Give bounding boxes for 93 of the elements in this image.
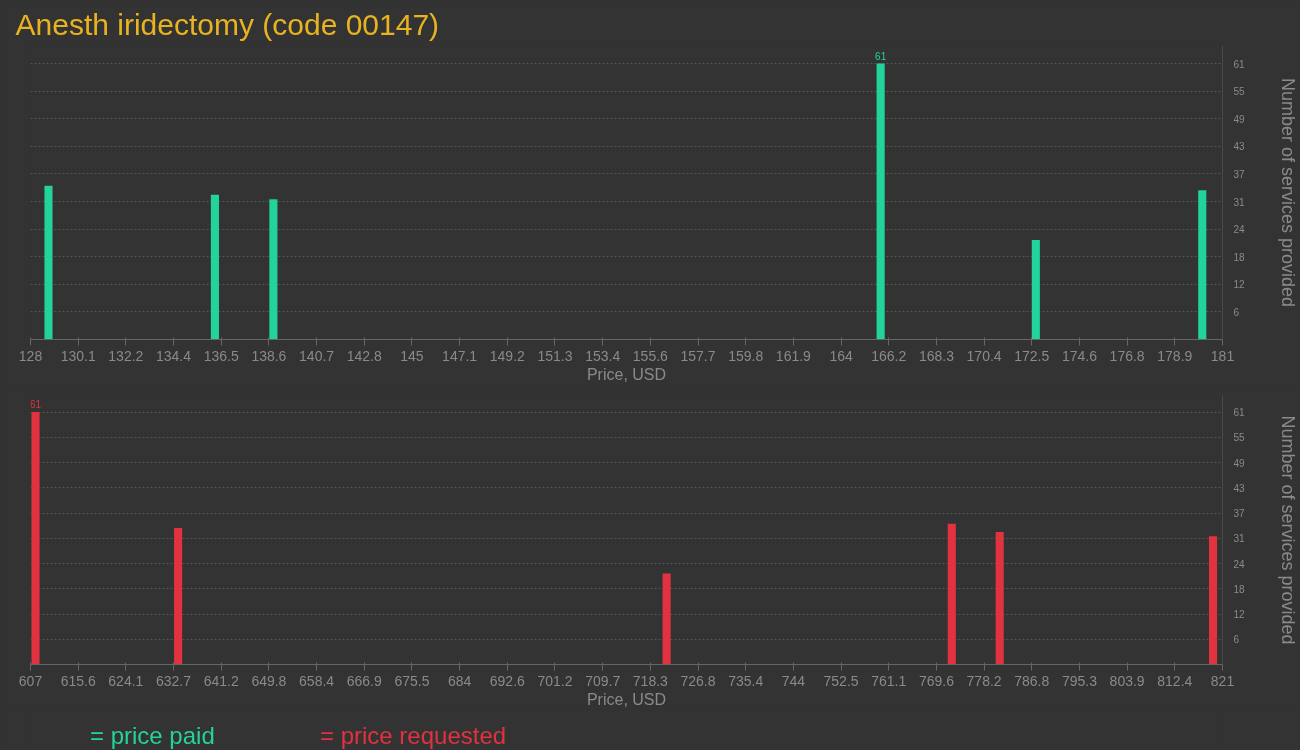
x-tick-label: 752.5 [823,672,859,689]
x-tick-label: 803.9 [1109,672,1145,689]
y-tick-label: 12 [1233,279,1246,291]
bar [174,527,183,665]
y-tick-label: 49 [1233,113,1246,125]
x-tick-label: 161.9 [775,347,812,364]
y-tick-label: 49 [1233,457,1246,469]
x-tick-label: 155.6 [632,347,669,364]
x-tick-label: 761.1 [871,672,907,689]
x-tick-label: 658.4 [299,672,335,689]
chart-title: Anesth iridectomy (code 00147) [15,7,440,41]
y-tick-label: 12 [1233,609,1246,621]
text: = price requested [320,722,507,750]
x-tick-label: 701.2 [537,672,573,689]
bar [44,185,53,340]
x-tick-label: 168.3 [918,347,955,364]
x-tick-label: 178.9 [1157,347,1193,364]
x-tick-label: 164 [829,347,853,364]
x-tick-label: 718.3 [632,672,669,689]
x-axis-title: Price, USD [586,365,667,383]
bar [1208,536,1218,665]
x-tick-label: 157.7 [680,347,716,364]
bar [269,199,278,340]
y-tick-label: 6 [1233,634,1240,646]
y-tick-label: 24 [1233,558,1246,570]
x-tick-label: 684 [447,672,472,689]
y-tick-label: 31 [1233,533,1246,545]
x-tick-label: 132.2 [108,347,144,364]
x-tick-label: 166.2 [871,347,907,364]
x-tick-label: 821 [1210,672,1235,689]
x-axis-title: Price, USD [586,690,667,708]
x-tick-label: 666.9 [346,672,382,689]
x-tick-label: 607 [18,672,43,689]
x-tick-label: 769.6 [918,672,955,689]
x-tick-label: 709.7 [585,672,621,689]
x-tick-label: 692.6 [489,672,526,689]
x-tick-label: 149.2 [489,347,526,364]
bar [947,523,956,665]
x-tick-label: 170.4 [966,347,1002,364]
bar [1031,239,1040,340]
x-tick-label: 145 [400,347,424,364]
x-tick-label: 726.8 [680,672,716,689]
y-tick-label: 18 [1233,583,1246,595]
x-tick-label: 147.1 [442,347,478,364]
x-tick-label: 172.5 [1014,347,1050,364]
x-tick-label: 151.3 [537,347,573,364]
y-tick-label: 61 [1233,58,1246,70]
bar [995,532,1004,665]
x-tick-label: 649.8 [251,672,287,689]
x-tick-label: 632.7 [156,672,192,689]
y-tick-label: 24 [1233,224,1246,236]
y-tick-label: 6 [1233,306,1240,318]
y-tick-label: 61 [1233,407,1246,419]
x-tick-label: 128 [18,347,43,364]
y-tick-label: 55 [1233,432,1246,444]
x-tick-label: 134.4 [156,347,192,364]
y-tick-label: 43 [1233,141,1246,153]
x-tick-label: 812.4 [1157,672,1193,689]
y-tick-label: 55 [1233,86,1246,98]
x-tick-label: 159.8 [728,347,764,364]
data-label: 61 [875,50,887,62]
bar [662,573,671,665]
data-label: 61 [29,399,42,411]
y-axis-title: Number of services provided [1277,415,1298,645]
x-tick-label: 181 [1210,347,1235,364]
x-tick-label: 138.6 [251,347,287,364]
bar [876,63,885,340]
y-tick-label: 18 [1233,251,1246,263]
x-tick-label: 615.6 [60,672,96,689]
x-tick-label: 744 [781,672,806,689]
y-tick-label: 31 [1233,196,1246,208]
text: = price paid [90,722,215,750]
x-tick-label: 624.1 [108,672,144,689]
x-tick-label: 735.4 [728,672,764,689]
bar [31,412,40,665]
bar [210,194,219,340]
x-tick-label: 675.5 [394,672,430,689]
x-tick-label: 176.8 [1109,347,1145,364]
y-tick-label: 37 [1233,508,1246,520]
y-tick-label: 43 [1233,482,1246,494]
y-tick-label: 37 [1233,168,1246,180]
x-tick-label: 130.1 [60,347,96,364]
bar [1198,190,1207,340]
x-tick-label: 136.5 [203,347,239,364]
x-tick-label: 153.4 [585,347,621,364]
x-tick-label: 795.3 [1061,672,1098,689]
x-tick-label: 174.6 [1061,347,1098,364]
x-tick-label: 142.8 [346,347,382,364]
y-axis-title: Number of services provided [1277,77,1298,308]
x-tick-label: 778.2 [966,672,1002,689]
x-tick-label: 641.2 [203,672,239,689]
x-tick-label: 786.8 [1014,672,1050,689]
x-tick-label: 140.7 [299,347,335,364]
